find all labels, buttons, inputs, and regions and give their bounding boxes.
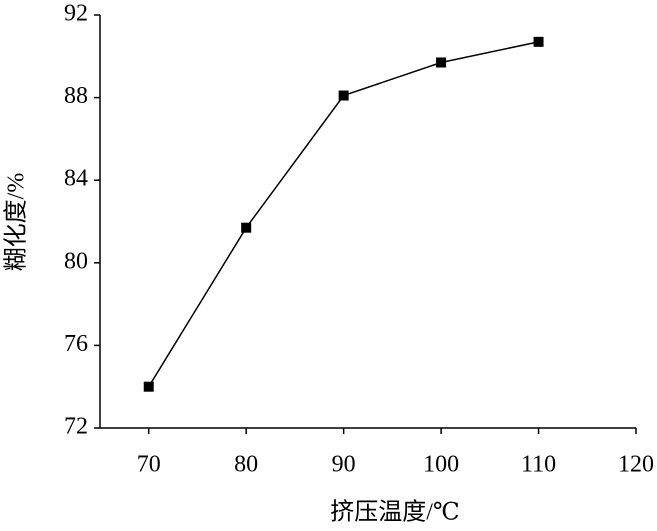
- y-tick-label: 80: [64, 248, 88, 274]
- marker: [436, 57, 447, 68]
- x-tick-label: 100: [423, 452, 459, 478]
- x-tick-label: 90: [332, 452, 356, 478]
- y-tick-label: 88: [64, 83, 88, 109]
- marker: [338, 90, 349, 101]
- x-tick-label: 80: [234, 452, 258, 478]
- x-tick-label: 120: [618, 452, 654, 478]
- x-tick-label: 110: [521, 452, 556, 478]
- marker: [241, 222, 252, 233]
- y-tick-label: 76: [64, 331, 88, 357]
- marker: [143, 381, 154, 392]
- x-tick-label: 70: [137, 452, 161, 478]
- y-axis-label: 糊化度/%: [3, 173, 30, 272]
- marker: [533, 36, 544, 47]
- x-axis-label: 挤压温度/℃: [330, 499, 460, 526]
- y-tick-label: 92: [64, 1, 88, 27]
- y-tick-label: 84: [64, 166, 88, 192]
- y-tick-label: 72: [64, 414, 88, 440]
